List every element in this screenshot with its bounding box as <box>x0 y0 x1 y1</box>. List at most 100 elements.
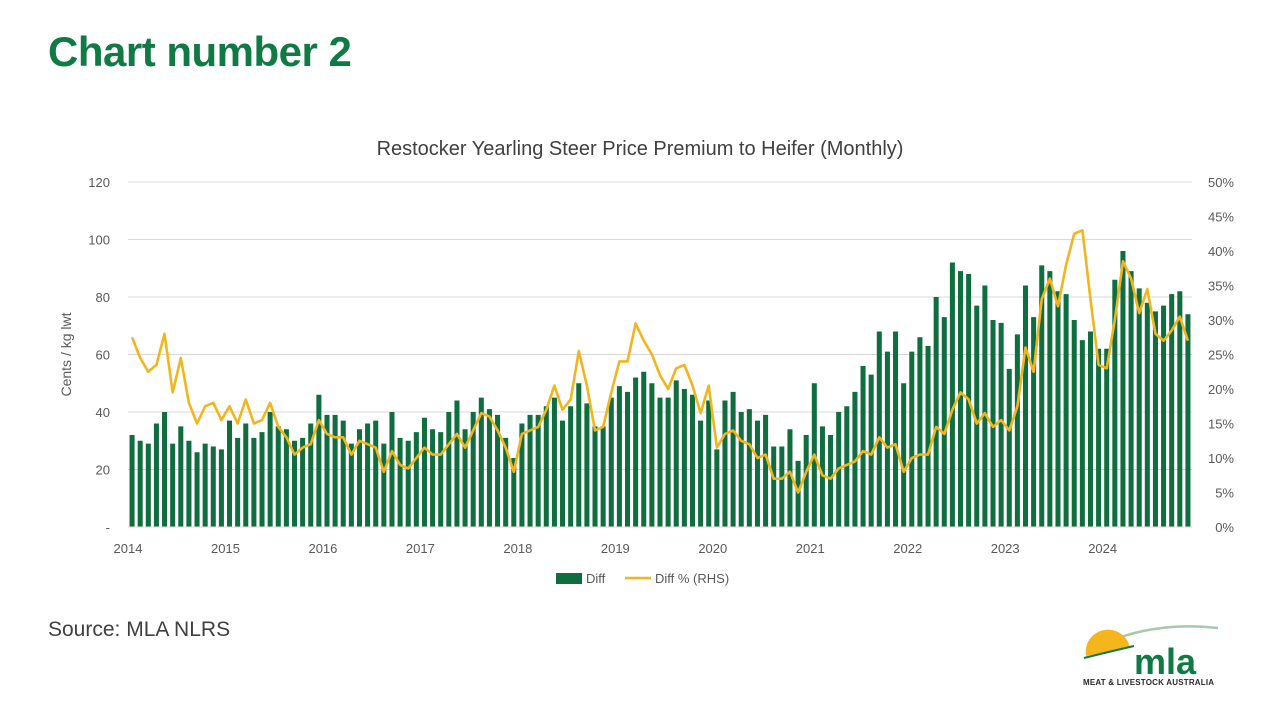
bar <box>1079 340 1085 527</box>
bar <box>893 331 899 527</box>
y-tick-label: 120 <box>88 175 110 190</box>
bar <box>535 414 541 527</box>
bar <box>763 414 769 527</box>
bar <box>259 432 265 527</box>
bar <box>803 435 809 527</box>
y-tick-label: 40 <box>96 405 110 420</box>
legend-label-diff-pct: Diff % (RHS) <box>655 571 729 586</box>
bar <box>649 383 655 527</box>
y-axis-label: Cents / kg lwt <box>58 312 74 396</box>
x-tick-label: 2023 <box>991 541 1020 556</box>
y2-tick-label: 25% <box>1208 348 1234 363</box>
bar <box>600 426 606 527</box>
bar <box>503 437 509 527</box>
bar <box>779 446 785 527</box>
bar <box>876 331 882 527</box>
slide-title: Chart number 2 <box>48 28 352 75</box>
bar <box>633 377 639 527</box>
logo-tagline: MEAT & LIVESTOCK AUSTRALIA <box>1083 678 1215 687</box>
bar <box>137 440 143 527</box>
bar <box>340 420 346 527</box>
bar <box>365 423 371 527</box>
bar <box>454 400 460 527</box>
bar <box>1022 285 1029 527</box>
y2-tick-label: 15% <box>1208 417 1234 432</box>
y2-tick-label: 20% <box>1208 382 1234 397</box>
bar <box>746 409 752 527</box>
bar <box>1185 314 1191 527</box>
bar <box>933 297 939 527</box>
bar <box>153 423 159 527</box>
bar <box>673 380 679 527</box>
x-tick-label: 2018 <box>503 541 532 556</box>
bar <box>170 443 176 527</box>
y2-tick-label: 0% <box>1215 520 1234 535</box>
bar <box>1177 291 1183 527</box>
bar <box>478 397 484 527</box>
y2-tick-label: 35% <box>1208 279 1234 294</box>
bar <box>218 449 224 527</box>
bar <box>227 420 233 527</box>
bar <box>884 351 890 527</box>
bar <box>949 262 955 527</box>
bar <box>568 406 574 527</box>
bar <box>356 429 362 527</box>
bar <box>771 446 777 527</box>
bar <box>1096 348 1102 527</box>
bar <box>1087 331 1093 527</box>
bar <box>990 320 996 527</box>
source-note: Source: MLA NLRS <box>48 618 231 641</box>
bar <box>754 420 760 527</box>
y2-tick-label: 45% <box>1208 210 1234 225</box>
line-diff-pct <box>130 229 1190 494</box>
bar <box>283 429 289 527</box>
bar <box>860 366 866 527</box>
bar <box>844 406 850 527</box>
bar <box>1006 368 1012 527</box>
bar <box>421 417 427 527</box>
bar <box>560 420 566 527</box>
bar <box>982 285 988 527</box>
y2-tick-label: 40% <box>1208 244 1234 259</box>
bar <box>405 440 411 527</box>
bar <box>576 383 582 527</box>
bar <box>186 440 192 527</box>
bar <box>178 426 184 527</box>
y-tick-label: 80 <box>96 290 110 305</box>
bar <box>145 443 151 527</box>
bar <box>267 412 273 527</box>
bar <box>901 383 907 527</box>
x-tick-label: 2019 <box>601 541 630 556</box>
bar <box>332 414 338 527</box>
y2-tick-label: 30% <box>1208 313 1234 328</box>
bar <box>681 389 687 527</box>
bar <box>1014 334 1020 527</box>
bar <box>162 412 168 527</box>
bar <box>397 437 403 527</box>
bar <box>738 412 744 527</box>
bar <box>1152 311 1158 527</box>
bar <box>308 423 314 527</box>
chart: - 20 40 60 80 100 120 0% 5% 10% 15% 20% 25% 30% 35% 40%… <box>58 175 1234 586</box>
bar <box>698 420 704 527</box>
bar <box>917 337 923 527</box>
bar <box>1063 294 1069 527</box>
bar <box>868 374 874 527</box>
y-tick-label: 100 <box>88 233 110 248</box>
y-tick-label: 60 <box>96 348 110 363</box>
bar <box>1136 288 1142 527</box>
bar <box>194 452 200 527</box>
bar <box>941 317 947 527</box>
bar <box>373 420 379 527</box>
bar <box>998 322 1004 527</box>
bar <box>1144 302 1150 527</box>
bar <box>235 437 241 527</box>
mla-logo: mla <box>1083 625 1219 682</box>
bar <box>1104 348 1110 527</box>
line-series-diff-pct <box>130 229 1190 494</box>
x-tick-label: 2016 <box>308 541 337 556</box>
y2-tick-label: 50% <box>1208 175 1234 190</box>
bar <box>389 412 395 527</box>
x-tick-label: 2022 <box>893 541 922 556</box>
bar <box>592 426 598 527</box>
